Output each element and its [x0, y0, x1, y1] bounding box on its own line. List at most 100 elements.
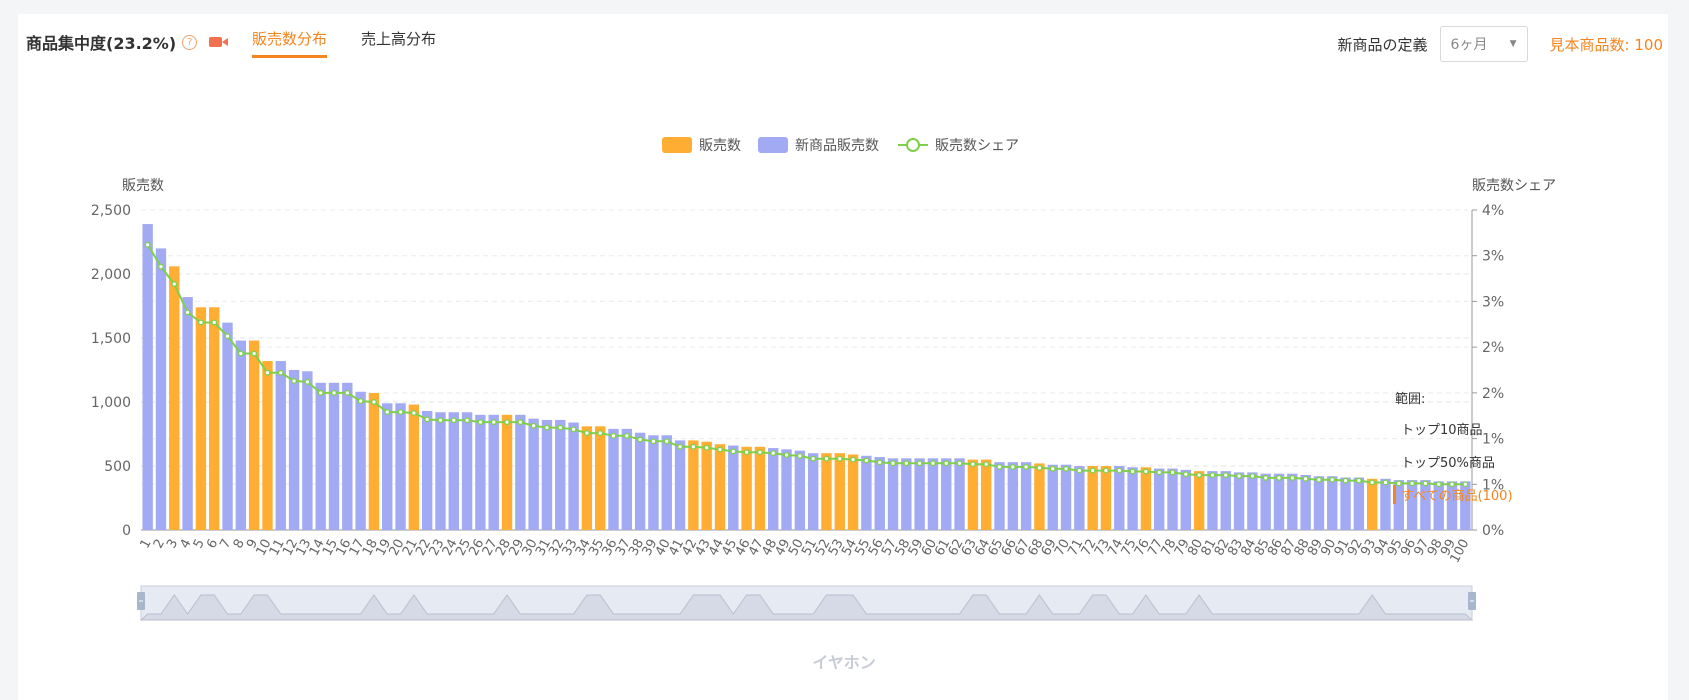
share-point-25 [464, 417, 471, 424]
bar-50 [794, 450, 806, 530]
share-point-81 [1209, 472, 1216, 479]
bar-23 [435, 412, 446, 530]
bar-3 [169, 266, 180, 530]
bar-60 [927, 458, 939, 530]
share-point-23 [437, 417, 444, 424]
share-point-40 [663, 438, 670, 445]
bar-64 [980, 459, 992, 530]
share-point-32 [557, 424, 564, 431]
y-tick-label: 2,000 [91, 267, 131, 283]
bar-59 [914, 458, 925, 530]
chevron-down-icon: ▼ [1509, 39, 1517, 49]
bar-87 [1287, 473, 1298, 530]
y-tick-label: 0 [122, 523, 131, 539]
share-point-95 [1395, 480, 1402, 487]
bar-39 [648, 435, 659, 530]
share-point-14 [317, 389, 324, 396]
bar-96 [1406, 480, 1418, 530]
bar-12 [288, 370, 300, 530]
x-tick-label: 20 [387, 537, 408, 559]
x-tick-label: 45 [719, 537, 740, 559]
x-tick-label: 81 [1199, 537, 1220, 559]
x-tick-label: 22 [413, 537, 434, 559]
bar-1 [142, 224, 153, 530]
x-tick-label: 12 [280, 537, 301, 559]
bar-80 [1193, 471, 1205, 530]
bar-93 [1366, 478, 1378, 530]
bar-15 [328, 382, 340, 530]
x-tick-label: 67 [1012, 537, 1033, 559]
share-point-11 [277, 369, 284, 376]
x-tick-label: 87 [1278, 537, 1299, 559]
legend: 販売数 新商品販売数 販売数シェア [662, 137, 1019, 154]
share-point-85 [1262, 474, 1269, 481]
tab-sales-distribution[interactable]: 販売数分布 [252, 28, 328, 58]
x-tick-label: 26 [466, 537, 487, 559]
zoom-sparkline [139, 594, 1474, 621]
y2-tick-label: 0% [1482, 523, 1504, 539]
x-tick-label: 39 [639, 537, 660, 559]
bar-69 [1047, 464, 1058, 530]
legend-swatch-0 [662, 137, 692, 153]
bar-24 [448, 412, 459, 530]
x-tick-label: 57 [879, 537, 900, 559]
share-point-9 [251, 350, 258, 357]
share-point-41 [677, 443, 684, 450]
share-point-59 [916, 460, 923, 467]
x-tick-label: 55 [852, 537, 873, 559]
bar-13 [302, 371, 313, 530]
bar-36 [608, 428, 619, 530]
share-point-73 [1103, 467, 1109, 474]
x-tick-label: 72 [1079, 537, 1100, 559]
definition-select[interactable]: 6ヶ月 ▼ [1439, 26, 1528, 62]
bar-90 [1327, 476, 1338, 530]
share-point-84 [1249, 473, 1256, 480]
range-all[interactable]: すべての商品(100) [1393, 485, 1513, 504]
share-point-46 [743, 449, 750, 456]
range-top10[interactable]: トップ10商品 [1401, 423, 1483, 438]
share-point-36 [610, 432, 617, 439]
share-point-45 [730, 448, 737, 455]
bar-78 [1167, 468, 1178, 530]
share-point-44 [717, 446, 723, 453]
y-axis-title-left: 販売数 [122, 178, 164, 194]
x-tick-label: 93 [1358, 537, 1379, 559]
share-point-67 [1023, 463, 1030, 470]
zoom-handle-right[interactable] [1468, 592, 1476, 610]
bar-51 [807, 453, 819, 530]
tab-revenue-distribution[interactable]: 売上高分布 [361, 30, 437, 48]
range-top50[interactable]: トップ50%商品 [1401, 456, 1495, 471]
help-icon[interactable]: ? [182, 34, 198, 50]
y2-tick-label: 1% [1482, 477, 1504, 493]
zoom-handle-left[interactable] [137, 592, 145, 610]
bar-92 [1353, 477, 1365, 530]
video-icon[interactable] [209, 35, 229, 49]
bar-62 [954, 458, 965, 530]
range-title: 範囲: [1395, 392, 1426, 407]
bar-79 [1180, 469, 1192, 530]
x-tick-label: 95 [1385, 537, 1406, 559]
share-point-10 [264, 369, 271, 376]
bar-68 [1034, 463, 1045, 530]
bar-33 [568, 422, 579, 530]
x-tick-label: 27 [480, 537, 501, 559]
x-tick-label: 23 [427, 537, 448, 559]
share-point-26 [477, 419, 484, 426]
x-tick-label: 17 [347, 537, 368, 559]
y-tick-label: 2,500 [91, 203, 131, 219]
share-point-82 [1222, 472, 1229, 479]
bar-53 [834, 453, 845, 530]
x-tick-label: 37 [613, 537, 634, 559]
bar-88 [1300, 474, 1311, 530]
x-tick-label: 16 [333, 537, 354, 559]
share-point-71 [1076, 467, 1083, 474]
bar-34 [581, 426, 593, 530]
share-point-55 [863, 457, 870, 464]
x-tick-label: 65 [986, 537, 1007, 559]
x-tick-label: 97 [1411, 537, 1432, 559]
bar-81 [1207, 471, 1218, 530]
share-point-21 [410, 410, 417, 416]
bar-57 [887, 458, 899, 530]
x-tick-label: 83 [1225, 537, 1246, 559]
